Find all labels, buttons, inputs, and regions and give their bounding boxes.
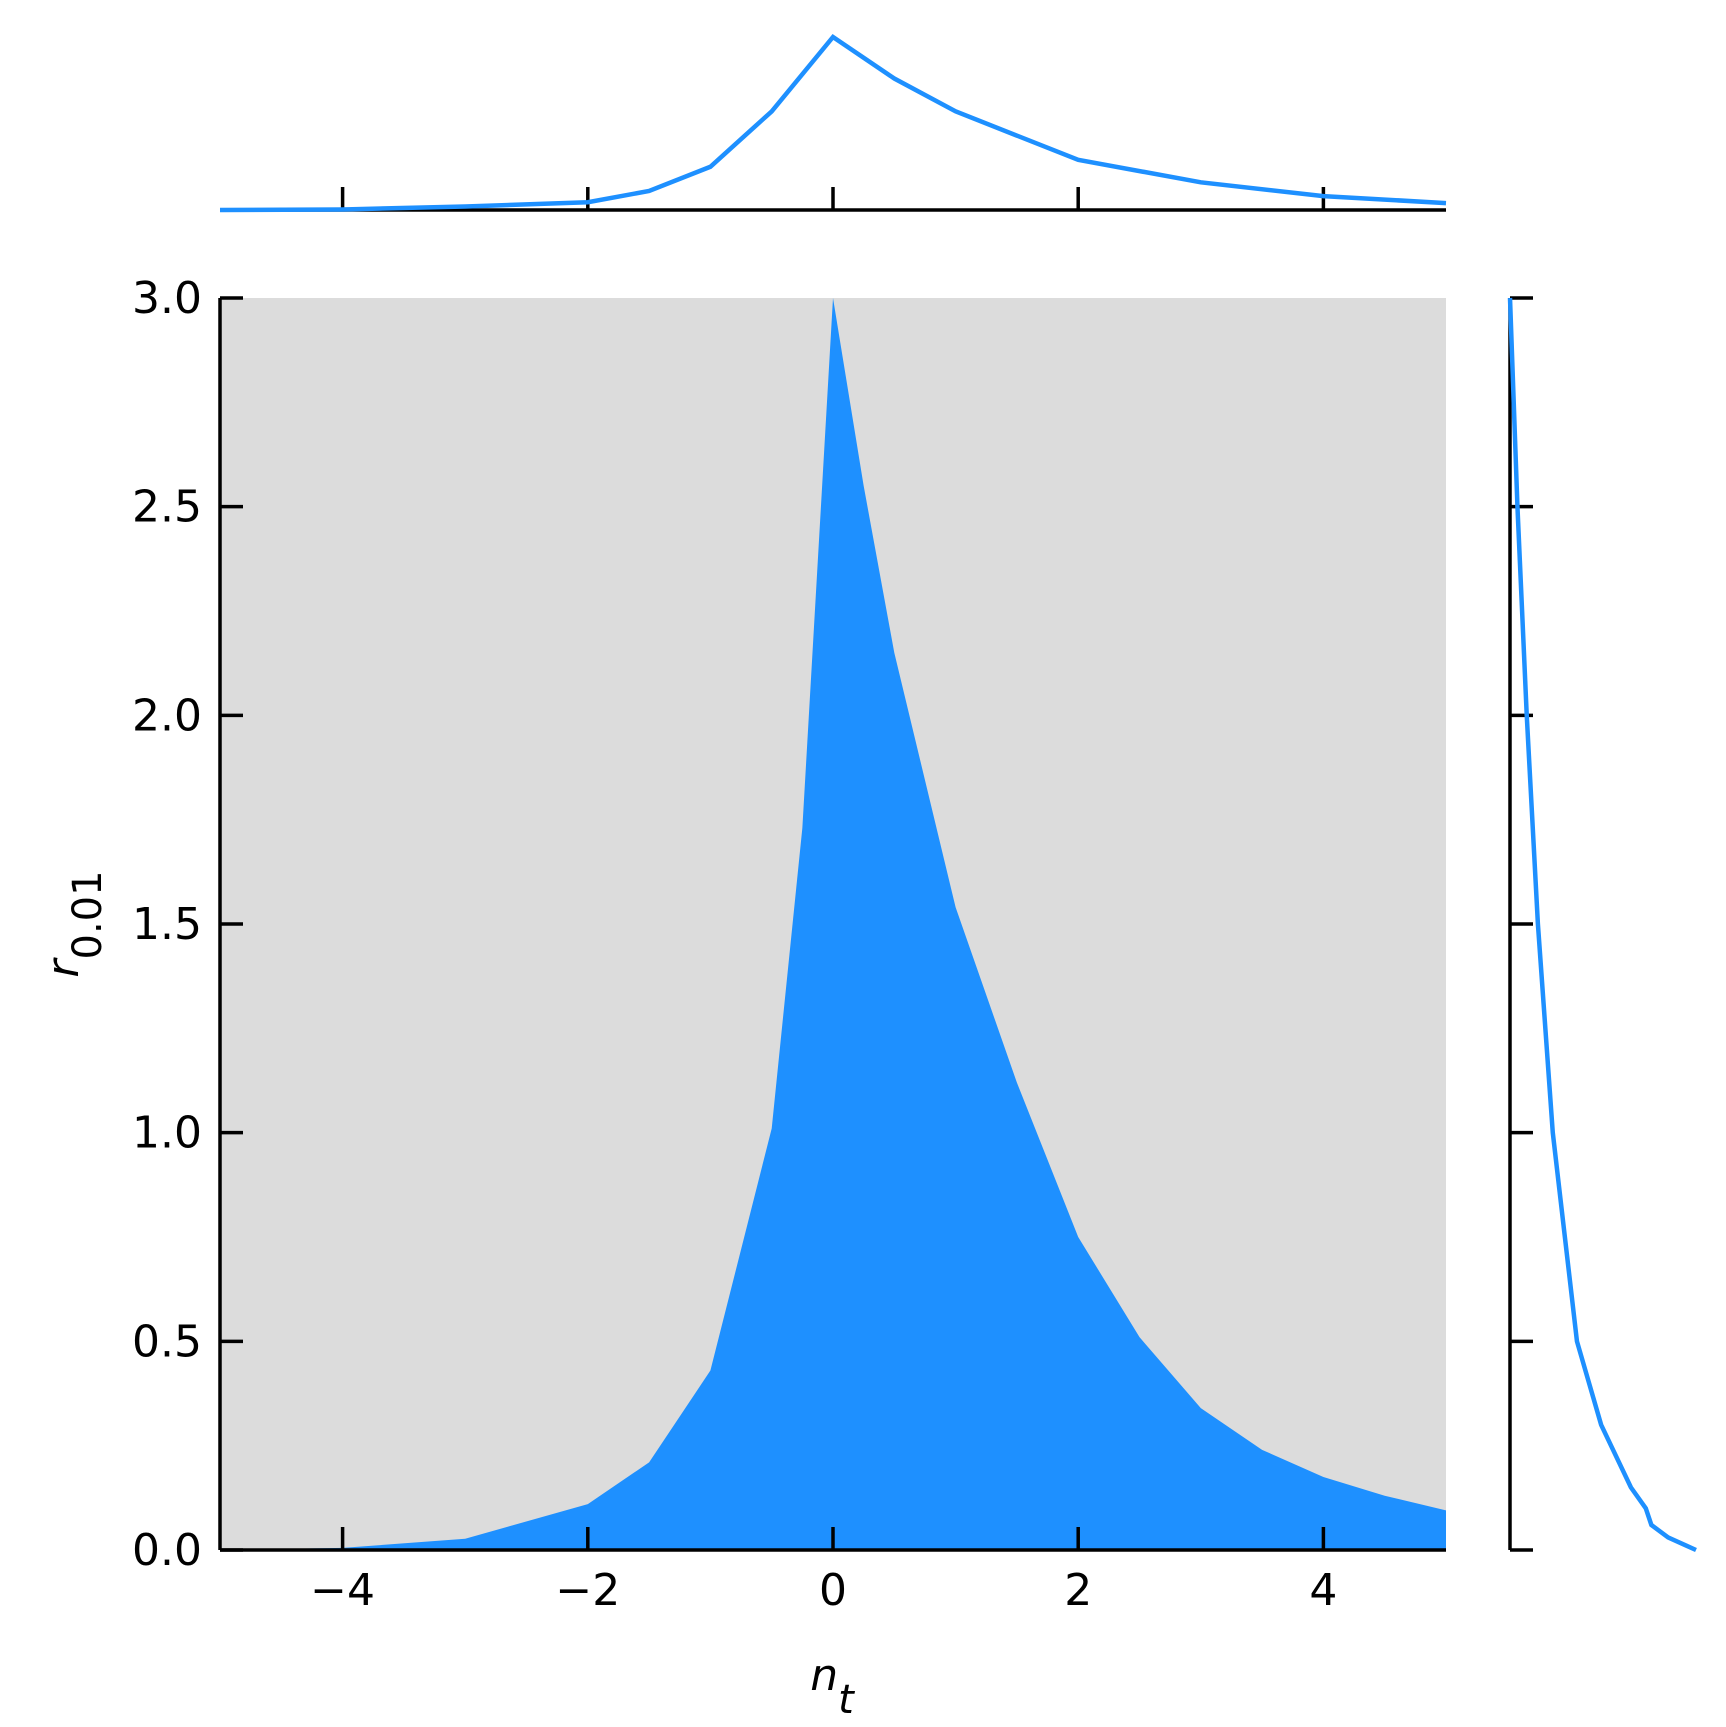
y-tick-label: 1.0 <box>132 1108 202 1159</box>
y-tick-label: 0.5 <box>132 1316 202 1367</box>
right-marginal-line <box>1507 297 1697 1553</box>
y-label-base: r <box>38 957 89 978</box>
filled-region <box>220 298 1446 1550</box>
x-tick-label: 0 <box>819 1565 847 1616</box>
y-tick-label: 2.5 <box>132 482 202 533</box>
y-axis-label: r0.01 <box>38 870 111 977</box>
x-label-sub: t <box>838 1677 855 1723</box>
y-label-sub: 0.01 <box>65 870 111 959</box>
x-tick-label: 2 <box>1064 1565 1092 1616</box>
x-tick-label: −2 <box>555 1565 620 1616</box>
x-axis-label: nt <box>810 1650 855 1723</box>
top-marginal-line <box>219 33 1447 213</box>
x-tick-label: 4 <box>1309 1565 1337 1616</box>
y-tick-label: 0.0 <box>132 1525 202 1576</box>
y-tick-label: 1.5 <box>132 899 202 950</box>
y-tick-label: 2.0 <box>132 690 202 741</box>
x-tick-label: −4 <box>310 1565 375 1616</box>
y-tick-label: 3.0 <box>132 273 202 324</box>
x-label-base: n <box>810 1650 838 1701</box>
